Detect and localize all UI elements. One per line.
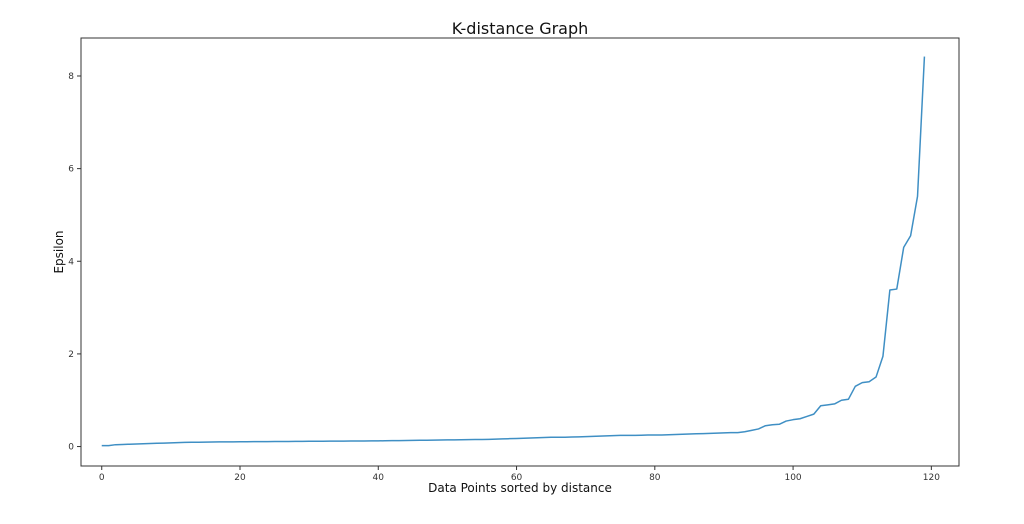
y-tick-label: 4 [68,257,74,267]
y-tick-label: 6 [68,165,74,175]
x-axis-label: Data Points sorted by distance [428,481,612,495]
x-tick-label: 60 [511,473,523,483]
x-tick-label: 0 [99,473,105,483]
y-axis: 0 2 4 6 8 [68,72,81,453]
x-tick-label: 120 [923,473,940,483]
y-tick-label: 2 [68,350,74,360]
series-layer [101,56,926,447]
x-tick-label: 80 [649,473,661,483]
x-tick-label: 20 [234,473,246,483]
x-tick-label: 40 [373,473,385,483]
y-axis-label: Epsilon [52,230,66,273]
plot-frame [80,37,960,467]
chart-title: K-distance Graph [452,19,589,38]
series-line [101,56,926,447]
x-axis: 0 20 40 60 80 100 120 [99,466,940,483]
y-tick-label: 0 [68,443,74,453]
y-tick-label: 8 [68,72,74,82]
x-tick-label: 100 [784,473,801,483]
